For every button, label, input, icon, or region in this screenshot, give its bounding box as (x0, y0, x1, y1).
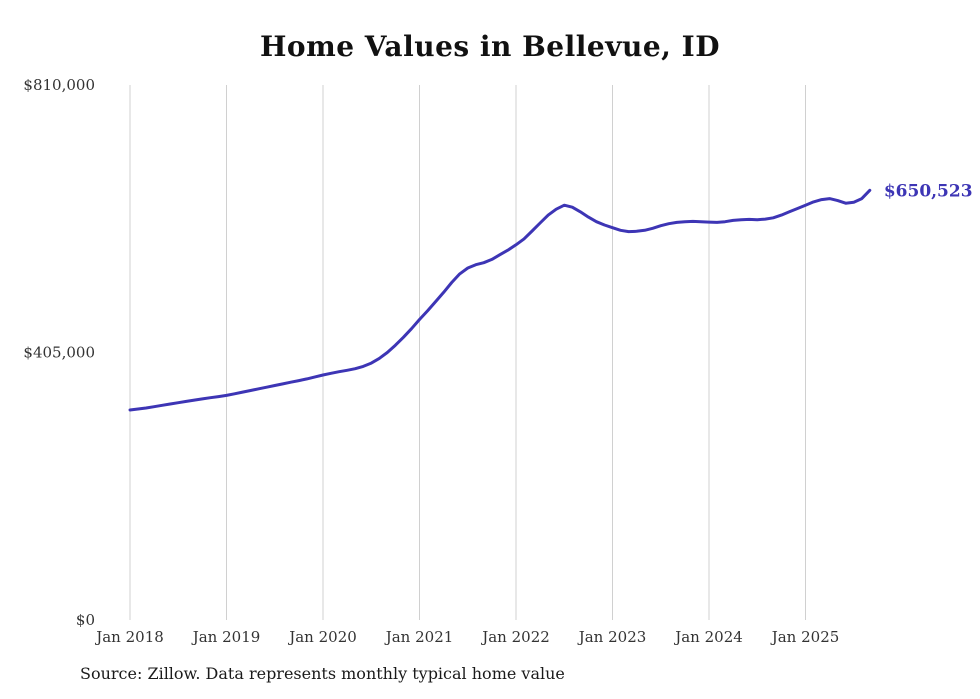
x-axis-tick-label: Jan 2023 (577, 628, 647, 646)
y-axis-tick-label: $405,000 (23, 344, 95, 362)
x-axis-labels-group: Jan 2018 Jan 2019 Jan 2020 Jan 2021 Jan 2022… (94, 628, 839, 646)
x-axis-tick-label: Jan 2021 (384, 628, 454, 646)
x-axis-tick-label: Jan 2025 (770, 628, 840, 646)
series-group (128, 188, 872, 412)
x-axis-tick-label: Jan 2022 (480, 628, 550, 646)
chart-title: Home Values in Bellevue, ID (259, 30, 721, 63)
x-axis-tick-label: Jan 2020 (287, 628, 357, 646)
annotations-group: $650,523 (884, 181, 973, 201)
y-axis-tick-label: $810,000 (23, 76, 95, 94)
home-value-line-series (128, 188, 872, 412)
end-value-label: $650,523 (884, 181, 973, 201)
x-axis-tick-label: Jan 2024 (673, 628, 743, 646)
y-axis-labels-group: $810,000 $405,000 $0 (23, 76, 95, 629)
source-note: Source: Zillow. Data represents monthly … (80, 664, 565, 683)
x-axis-tick-label: Jan 2018 (94, 628, 164, 646)
x-axis-tick-label: Jan 2019 (191, 628, 261, 646)
y-axis-tick-label: $0 (76, 611, 95, 629)
gridlines-group (129, 85, 806, 620)
